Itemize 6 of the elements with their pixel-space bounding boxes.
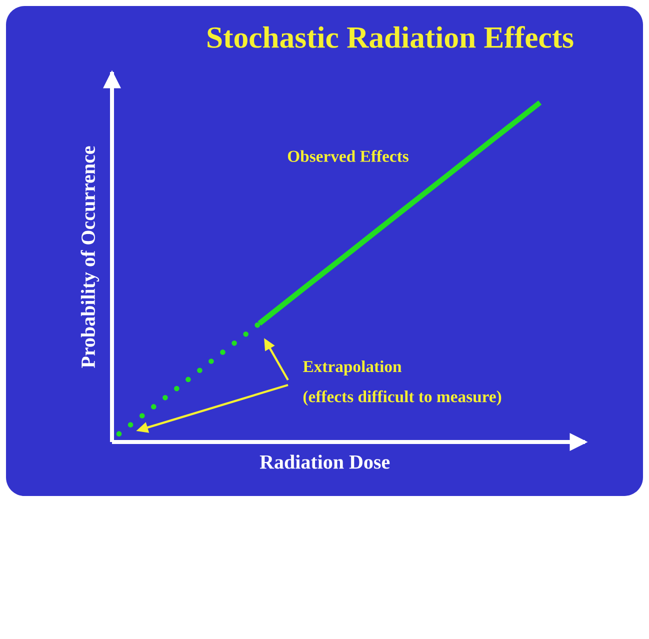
annotation: (effects difficult to measure) xyxy=(303,390,502,406)
y-axis-title: Probability of Occurrence xyxy=(80,146,100,368)
chart-title: Stochastic Radiation Effects xyxy=(208,26,574,48)
annotation: Observed Effects xyxy=(288,150,408,162)
x-axis-title: Radiation Dose xyxy=(260,454,390,469)
annotation: Extrapolation xyxy=(303,360,402,376)
